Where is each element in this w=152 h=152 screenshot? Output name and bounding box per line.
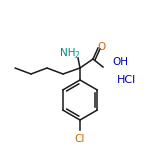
Text: OH: OH <box>112 57 128 67</box>
Text: NH: NH <box>60 48 76 58</box>
Text: O: O <box>98 42 106 52</box>
Text: 2: 2 <box>75 51 79 60</box>
Text: Cl: Cl <box>75 134 85 144</box>
Text: HCl: HCl <box>117 75 137 85</box>
